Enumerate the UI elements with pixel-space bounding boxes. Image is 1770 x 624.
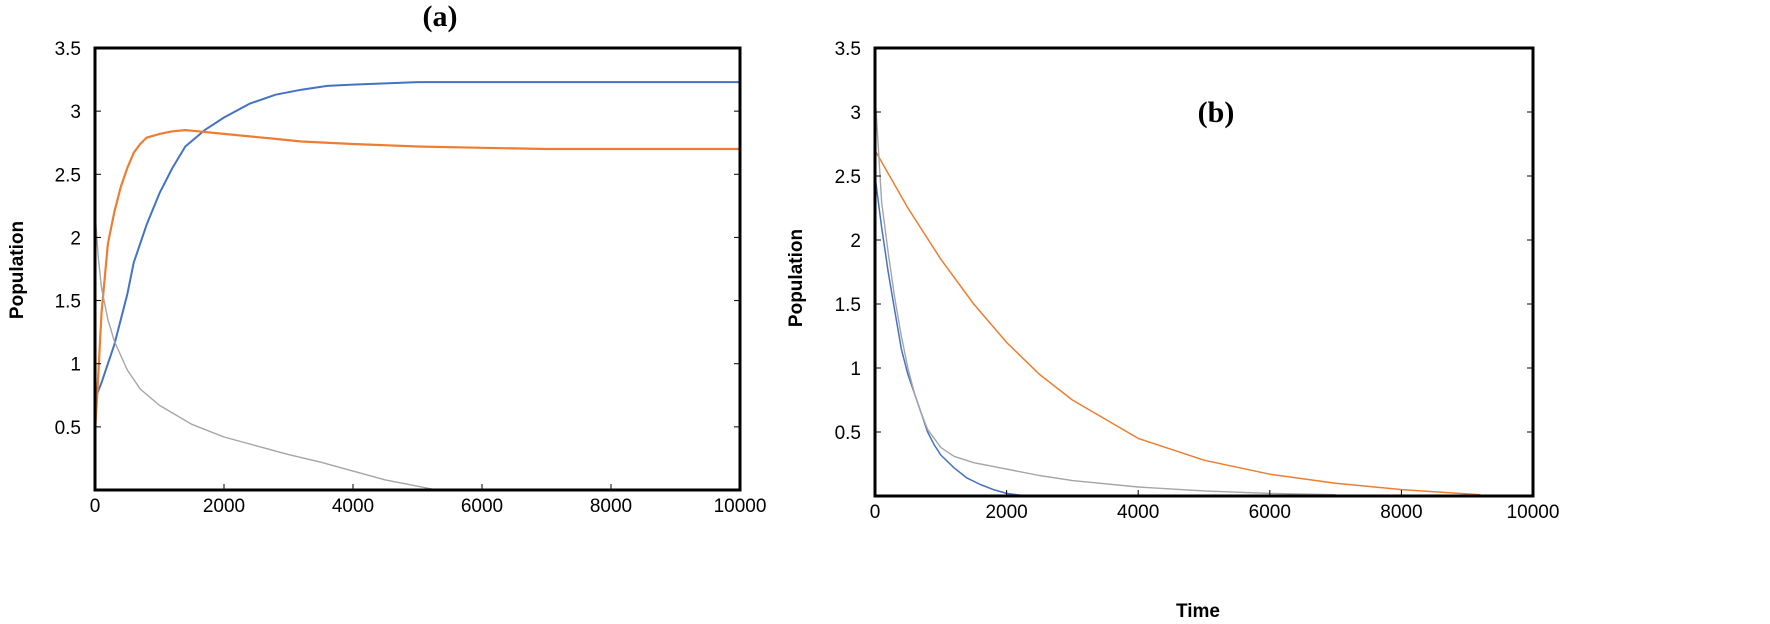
panel-b-x-tick-label: 6000 [1249, 502, 1291, 523]
panel-b-y-tick-label: 1 [850, 359, 861, 380]
panel-a-y-axis-label: Population [7, 221, 28, 319]
panel-b-y-tick-label: 3 [850, 103, 861, 124]
panel-b-y-axis-label: Population [786, 229, 807, 327]
panel-a-series-gray-line [95, 212, 482, 490]
panel-b-series-blue-line [875, 175, 1027, 496]
panel-b-label: (b) [1198, 96, 1235, 129]
panel-b-x-tick-label: 10000 [1507, 502, 1560, 523]
panel-a-series-orange-line [95, 129, 740, 434]
panel-b-x-axis-label: Time [1176, 601, 1220, 622]
panel-a-y-tick-label: 1.5 [55, 292, 81, 313]
panel-b-x-tick-label: 4000 [1117, 502, 1159, 523]
panel-a-plot-frame [93, 46, 742, 492]
chart-panel-a: (a) Population 0 2000 4000 6000 8000 10000 0.5… [7, 0, 766, 517]
panel-a-series-blue-line [95, 81, 740, 400]
chart-panel-b: (b) Population Time 0 2000 4000 6000 8000 100… [786, 39, 1559, 622]
panel-b-y-tick-label: 0.5 [835, 423, 861, 444]
panel-b-x-tick-label: 8000 [1380, 502, 1422, 523]
panel-b-x-tick-label: 0 [870, 502, 881, 523]
panel-a-x-tick-label: 8000 [590, 496, 632, 517]
panel-a-y-tick-label: 0.5 [55, 418, 81, 439]
panel-a-x-tick-label: 2000 [203, 496, 245, 517]
panel-b-series-orange-line [875, 150, 1481, 496]
panel-a-y-tick-label: 2 [70, 228, 81, 249]
panel-a-x-tick-label: 4000 [332, 496, 374, 517]
panel-b-plot-frame [873, 46, 1535, 498]
panel-a-y-tick-label: 2.5 [55, 165, 81, 186]
panel-a-x-tick-label: 0 [90, 496, 101, 517]
panel-b-y-tick-label: 2 [850, 231, 861, 252]
panel-a-y-tick-label: 1 [70, 355, 81, 376]
panel-b-y-tick-label: 3.5 [835, 39, 861, 60]
panel-b-y-tick-label: 1.5 [835, 295, 861, 316]
panel-a-x-tick-label: 10000 [714, 496, 767, 517]
panel-a-label: (a) [423, 0, 458, 33]
panel-a-y-tick-label: 3 [70, 102, 81, 123]
panel-a-x-tick-label: 6000 [461, 496, 503, 517]
panel-a-y-tick-label: 3.5 [55, 39, 81, 60]
panel-b-series-gray-line [875, 92, 1336, 496]
panel-b-y-tick-label: 2.5 [835, 167, 861, 188]
panel-b-x-tick-label: 2000 [985, 502, 1027, 523]
